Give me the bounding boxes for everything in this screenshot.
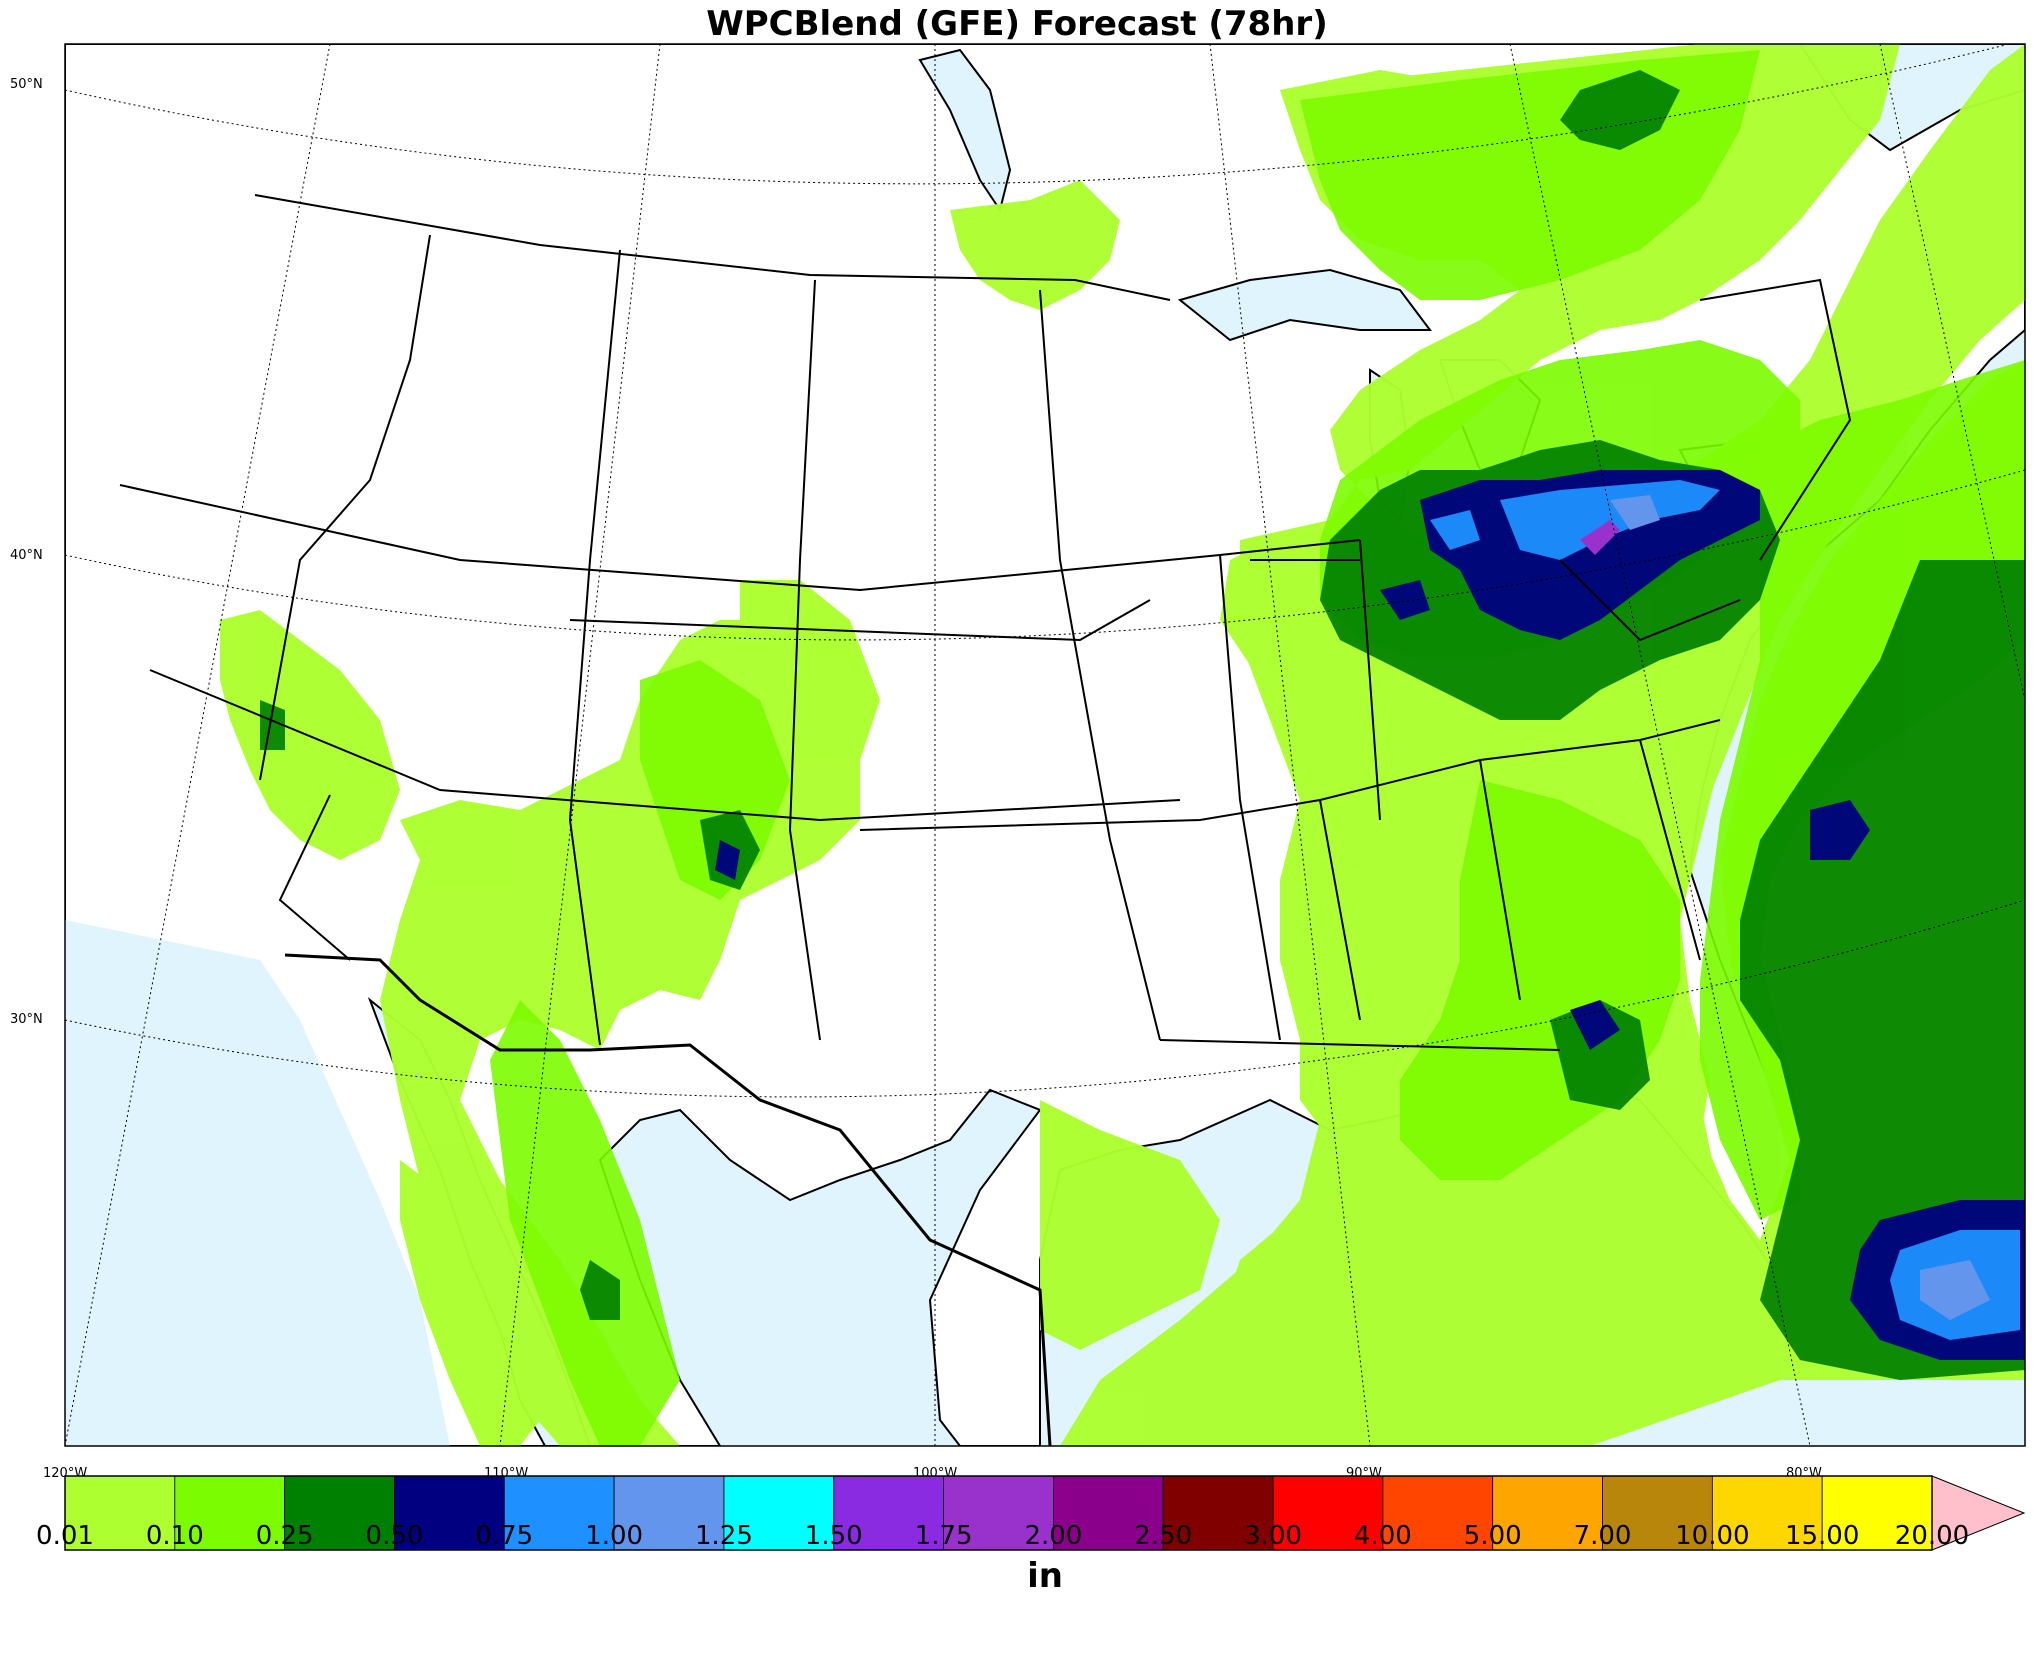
colorbar-tick-label: 5.00 — [1463, 1521, 1522, 1551]
lake-superior — [1177, 268, 1432, 342]
colorbar-tick-label: 1.25 — [694, 1521, 753, 1551]
lon-label-80w: 80°W — [1786, 1466, 1822, 1481]
colorbar-tick-label: 3.00 — [1244, 1521, 1302, 1551]
colorbar-tick-label: 7.00 — [1573, 1521, 1632, 1551]
colorbar-tick-label: 0.01 — [36, 1521, 94, 1551]
colorbar-tick-label: 0.25 — [255, 1521, 314, 1551]
colorbar-tick-label: 1.75 — [914, 1521, 973, 1551]
lat-label-40: 40°N — [10, 548, 43, 563]
colorbar-tick-label: 4.00 — [1353, 1521, 1412, 1551]
precip-1.50 — [1580, 520, 1620, 555]
colorbar-tick-label: 0.50 — [365, 1521, 424, 1551]
colorbar-tick-label: 15.00 — [1784, 1521, 1860, 1551]
colorbar-tick-label: 0.10 — [145, 1521, 204, 1551]
lat-label-30: 30°N — [10, 1012, 43, 1027]
map-title: WPCBlend (GFE) Forecast (78hr) — [706, 4, 1328, 44]
lon-label-120w: 120°W — [43, 1466, 88, 1481]
colorbar-tick-label: 20.00 — [1894, 1521, 1970, 1551]
precipitation-map — [64, 43, 2026, 1447]
lon-label-90w: 90°W — [1346, 1466, 1382, 1481]
map-frame — [64, 43, 2026, 1447]
graticule — [65, 44, 2025, 1446]
borders — [119, 194, 1852, 1446]
canadian-lakes — [918, 48, 1012, 213]
lon-label-110w: 110°W — [484, 1466, 529, 1481]
colorbar-tick-label: 10.00 — [1675, 1521, 1750, 1551]
colorbar-tick-label: 1.00 — [585, 1521, 644, 1551]
colorbar-tick-label: 0.75 — [475, 1521, 534, 1551]
colorbar-unit: in — [1027, 1556, 1063, 1596]
lat-label-50: 50°N — [10, 77, 43, 92]
colorbar-tick-label: 2.50 — [1134, 1521, 1193, 1551]
colorbar-tick-label: 1.50 — [804, 1521, 863, 1551]
pacific-baja — [65, 920, 450, 1446]
colorbar-tick-label: 2.00 — [1024, 1521, 1083, 1551]
precip-1.00 — [1610, 495, 1990, 1320]
lon-label-100w: 100°W — [913, 1466, 958, 1481]
